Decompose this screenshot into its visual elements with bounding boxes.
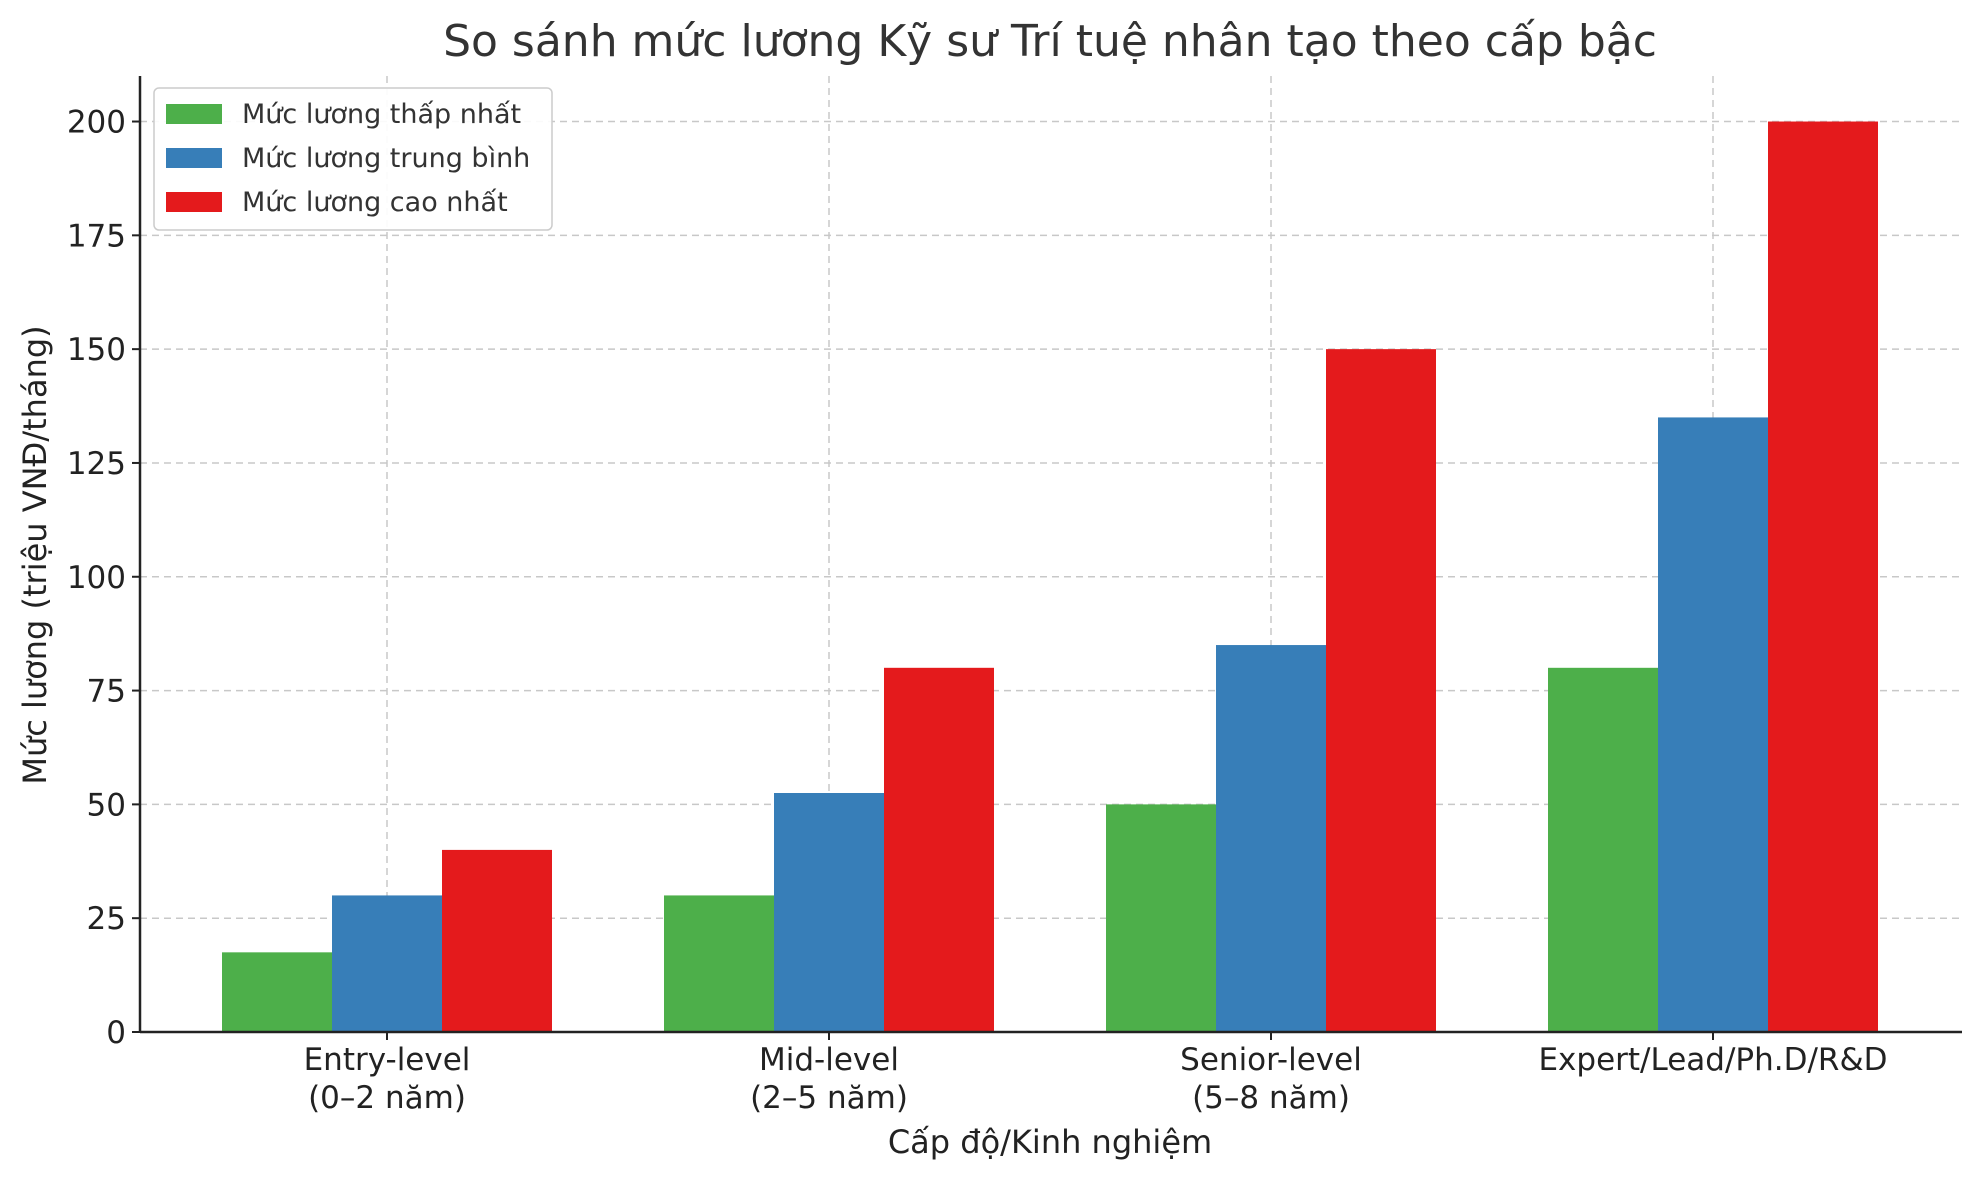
bar-1-2 xyxy=(664,895,774,1032)
y-tick-label: 200 xyxy=(67,105,126,141)
legend-swatch xyxy=(166,148,222,168)
legend-swatch xyxy=(166,192,222,212)
bar-2-4 xyxy=(1658,417,1768,1032)
y-tick-label: 50 xyxy=(87,787,126,823)
bars xyxy=(222,121,1878,1033)
y-tick-label: 125 xyxy=(67,446,126,482)
bar-3-2 xyxy=(884,667,994,1032)
y-tick-label: 75 xyxy=(87,674,126,710)
x-tick-label: (5–8 năm) xyxy=(1192,1080,1350,1116)
x-axis-label: Cấp độ/Kinh nghiệm xyxy=(888,1123,1212,1161)
legend: Mức lương thấp nhất Mức lương trung bình M… xyxy=(153,87,553,231)
tick-labels: 0 25 50 75 100 125 150 175 200 Entry-level(0–2 nă… xyxy=(67,105,1888,1116)
bar-3-3 xyxy=(1326,349,1436,1033)
y-tick-label: 100 xyxy=(67,560,126,596)
y-tick-label: 150 xyxy=(67,332,126,368)
bar-2-1 xyxy=(332,895,442,1032)
bar-2-3 xyxy=(1216,645,1326,1032)
y-tick-label: 175 xyxy=(67,218,126,254)
legend-box xyxy=(153,87,553,231)
bar-3-1 xyxy=(442,849,552,1032)
bar-2-2 xyxy=(774,793,884,1032)
x-tick-label: (0–2 năm) xyxy=(308,1080,466,1116)
legend-swatch xyxy=(166,104,222,124)
x-tick-label: Entry-level xyxy=(304,1042,471,1078)
legend-label: Mức lương thấp nhất xyxy=(242,99,521,130)
y-axis-label: Mức lương (triệu VNĐ/tháng) xyxy=(16,325,54,784)
bar-1-3 xyxy=(1106,804,1216,1032)
y-tick-label: 25 xyxy=(87,901,126,937)
bar-3-4 xyxy=(1768,121,1878,1033)
legend-label: Mức lương trung bình xyxy=(242,143,530,174)
x-tick-label: Expert/Lead/Ph.D/R&D xyxy=(1538,1042,1887,1078)
bar-1-4 xyxy=(1548,667,1658,1032)
x-tick-label: Senior-level xyxy=(1180,1042,1362,1078)
chart-title: So sánh mức lương Kỹ sư Trí tuệ nhân tạo… xyxy=(443,16,1657,67)
x-tick-label: Mid-level xyxy=(759,1042,899,1078)
x-tick-label: (2–5 năm) xyxy=(750,1080,908,1116)
axes xyxy=(132,76,1962,1040)
y-tick-label: 0 xyxy=(106,1015,126,1051)
legend-label: Mức lương cao nhất xyxy=(242,187,508,218)
bar-1-1 xyxy=(222,952,332,1032)
